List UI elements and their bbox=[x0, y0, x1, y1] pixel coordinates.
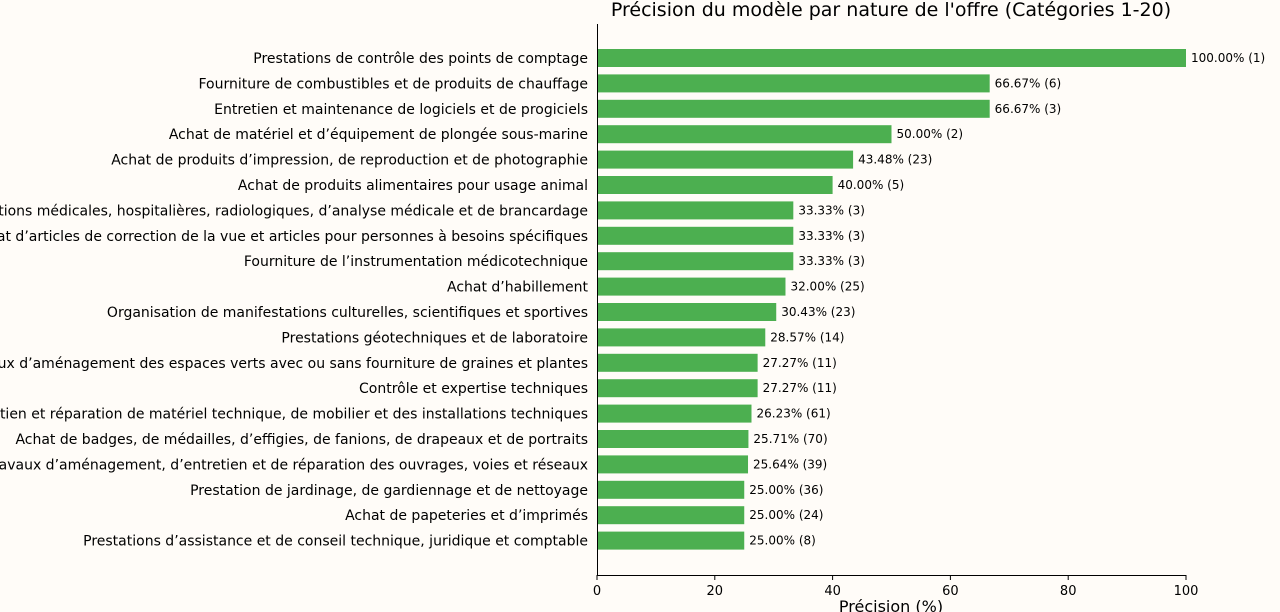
data-label: 43.48% (23) bbox=[858, 153, 932, 167]
category-label: Prestations médicales, hospitalières, ra… bbox=[0, 203, 588, 219]
bars-layer bbox=[597, 49, 1186, 550]
x-tick-label: 0 bbox=[593, 584, 601, 599]
category-label: Travaux d’aménagement des espaces verts … bbox=[0, 356, 588, 372]
data-label: 33.33% (3) bbox=[798, 229, 865, 243]
bar bbox=[597, 74, 990, 93]
data-label: 30.43% (23) bbox=[781, 305, 855, 319]
bar bbox=[597, 125, 892, 144]
data-label: 40.00% (5) bbox=[838, 178, 905, 192]
category-label: Prestations de contrôle des points de co… bbox=[253, 51, 588, 67]
data-label: 26.23% (61) bbox=[756, 407, 830, 421]
x-tick-label: 20 bbox=[707, 584, 724, 599]
bar bbox=[597, 506, 745, 525]
data-label: 25.64% (39) bbox=[753, 457, 827, 471]
bar bbox=[597, 353, 758, 372]
category-label: Achat de produits d’impression, de repro… bbox=[111, 153, 588, 169]
category-label: Achat de matériel et d’équipement de plo… bbox=[169, 127, 588, 143]
data-label: 25.00% (24) bbox=[749, 508, 823, 522]
category-label: Achat de papeteries et d’imprimés bbox=[345, 508, 588, 524]
category-label: Prestation de jardinage, de gardiennage … bbox=[190, 483, 588, 499]
bar bbox=[597, 455, 749, 474]
x-tick-label: 60 bbox=[942, 584, 959, 599]
bar bbox=[597, 303, 777, 321]
x-tick-label: 80 bbox=[1060, 584, 1077, 599]
category-label: Prestations géotechniques et de laborato… bbox=[281, 330, 588, 346]
bar bbox=[597, 49, 1186, 67]
bar bbox=[597, 176, 833, 194]
bar bbox=[597, 226, 794, 245]
bar bbox=[597, 404, 752, 423]
category-label: Achat de badges, de médailles, d’effigie… bbox=[15, 432, 588, 448]
x-tick-label: 40 bbox=[824, 584, 841, 599]
category-label: Entretien et maintenance de logiciels et… bbox=[214, 102, 588, 118]
data-label: 66.67% (6) bbox=[995, 76, 1062, 90]
bar bbox=[597, 201, 794, 220]
bar bbox=[597, 252, 794, 271]
category-label: Achat de produits alimentaires pour usag… bbox=[238, 178, 588, 194]
data-label: 100.00% (1) bbox=[1191, 51, 1265, 65]
category-label: Achat d’articles de correction de la vue… bbox=[0, 229, 588, 245]
category-labels: Prestations de contrôle des points de co… bbox=[0, 51, 589, 550]
category-label: Fourniture de l’instrumentation médicote… bbox=[244, 254, 588, 270]
bar bbox=[597, 277, 786, 296]
x-axis-ticks: 0 20 40 60 80 100 bbox=[593, 575, 1199, 599]
chart-title: Précision du modèle par nature de l'offr… bbox=[611, 0, 1171, 21]
category-label: Travaux d’aménagement, d’entretien et de… bbox=[0, 457, 588, 473]
data-label: 66.67% (3) bbox=[995, 102, 1062, 116]
data-labels: 100.00% (1) 66.67% (6) 66.67% (3) 50.00% (2… bbox=[749, 51, 1265, 548]
bar bbox=[597, 150, 854, 169]
category-label: Achat d’habillement bbox=[447, 280, 589, 296]
category-label: Fourniture de combustibles et de produit… bbox=[198, 76, 588, 92]
data-label: 33.33% (3) bbox=[798, 254, 865, 268]
category-label: Prestations d’assistance et de conseil t… bbox=[83, 534, 588, 550]
category-label: Entretien et réparation de matériel tech… bbox=[0, 407, 588, 423]
data-label: 25.71% (70) bbox=[753, 432, 827, 446]
bar bbox=[597, 99, 990, 118]
x-axis-label: Précision (%) bbox=[839, 597, 943, 612]
bar bbox=[597, 379, 758, 398]
data-label: 50.00% (2) bbox=[897, 127, 964, 141]
bar bbox=[597, 531, 745, 550]
data-label: 28.57% (14) bbox=[770, 330, 844, 344]
x-tick-label: 100 bbox=[1174, 584, 1199, 599]
data-label: 32.00% (25) bbox=[790, 280, 864, 294]
bar bbox=[597, 430, 749, 448]
data-label: 25.00% (36) bbox=[749, 483, 823, 497]
data-label: 27.27% (11) bbox=[763, 356, 837, 370]
data-label: 25.00% (8) bbox=[749, 534, 816, 548]
bar bbox=[597, 328, 766, 347]
data-label: 33.33% (3) bbox=[798, 203, 865, 217]
category-label: Contrôle et expertise techniques bbox=[359, 381, 588, 397]
data-label: 27.27% (11) bbox=[763, 381, 837, 395]
category-label: Organisation de manifestations culturell… bbox=[107, 305, 588, 321]
bar bbox=[597, 480, 745, 499]
